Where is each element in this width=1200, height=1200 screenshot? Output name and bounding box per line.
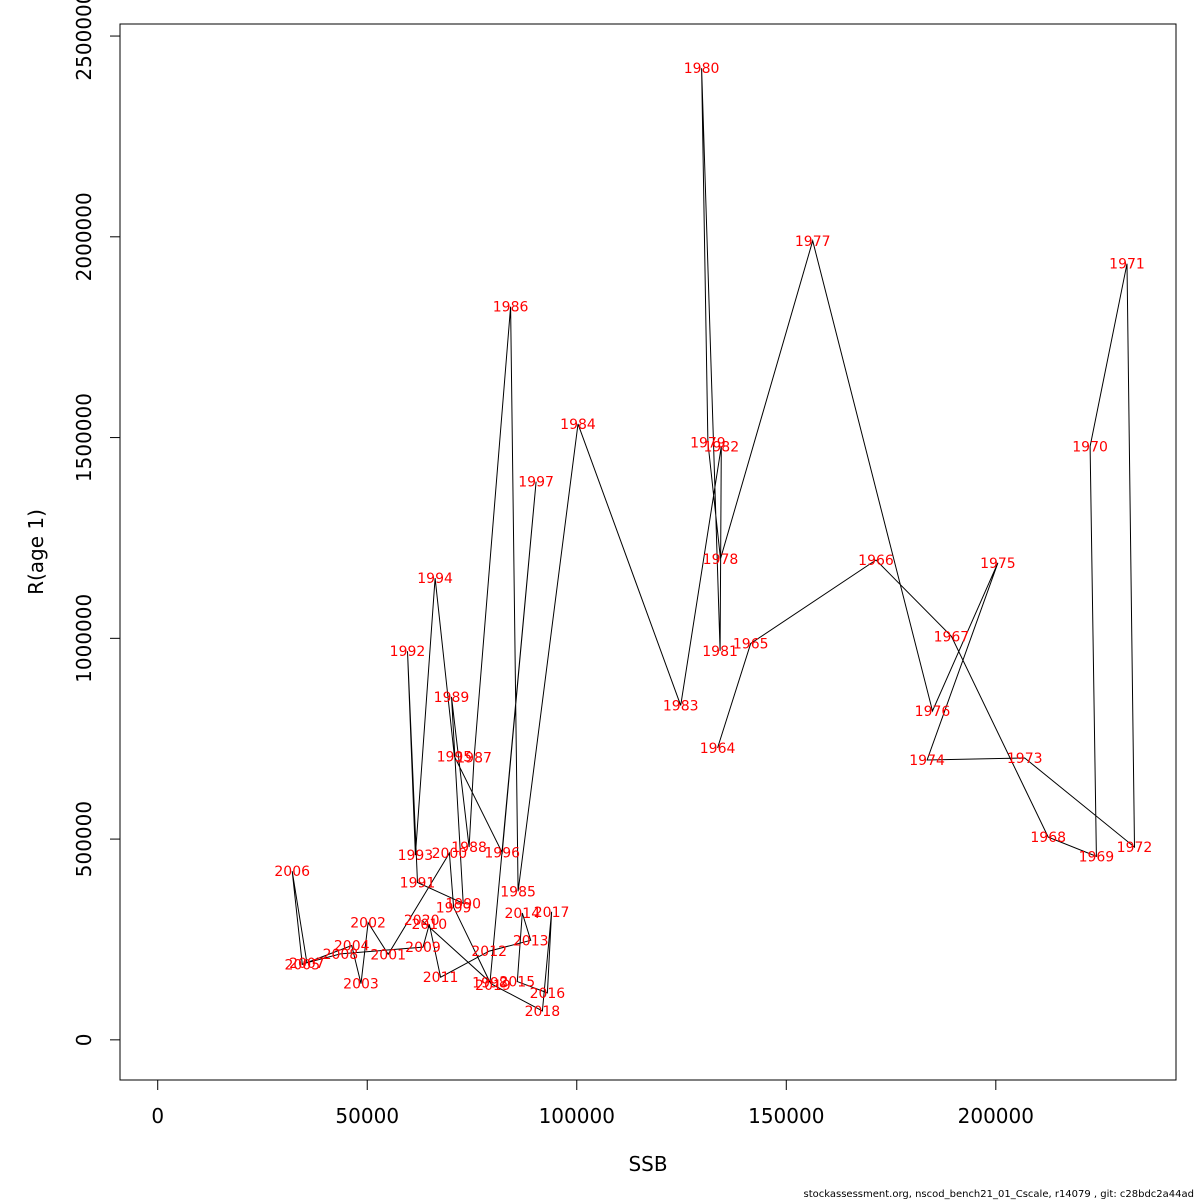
- year-label-1999: 1999: [436, 900, 472, 916]
- year-label-1986: 1986: [493, 300, 529, 316]
- year-label-1978: 1978: [703, 552, 739, 568]
- year-label-2010: 2010: [411, 917, 447, 933]
- year-label-1985: 1985: [500, 884, 536, 900]
- year-label-1977: 1977: [795, 234, 831, 250]
- year-label-1988: 1988: [451, 840, 487, 856]
- year-label-1971: 1971: [1109, 257, 1145, 273]
- year-label-2020: 2020: [404, 913, 440, 929]
- x-tick-label: 100000: [539, 1104, 615, 1128]
- year-label-1976: 1976: [915, 704, 951, 720]
- year-label-2006: 2006: [274, 864, 310, 880]
- y-axis: 0 500000 1000000 1500000 2000000 2500000: [72, 0, 121, 1046]
- year-label-2016: 2016: [530, 986, 566, 1002]
- year-label-2013: 2013: [513, 933, 549, 949]
- year-label-1980: 1980: [684, 61, 720, 77]
- x-tick-label: 0: [151, 1104, 164, 1128]
- year-label-1993: 1993: [398, 848, 434, 864]
- year-label-1990: 1990: [445, 896, 481, 912]
- year-label-1982: 1982: [703, 439, 739, 455]
- year-label-1983: 1983: [663, 698, 699, 714]
- year-label-2014: 2014: [504, 906, 540, 922]
- year-label-2011: 2011: [423, 970, 459, 986]
- year-label-2012: 2012: [471, 944, 507, 960]
- year-label-1970: 1970: [1072, 439, 1108, 455]
- year-label-1995: 1995: [437, 749, 473, 765]
- y-tick-label: 2500000: [72, 0, 96, 81]
- year-label-2018: 2018: [525, 1004, 561, 1020]
- y-tick-label: 2000000: [72, 192, 96, 281]
- year-label-1979: 1979: [690, 435, 726, 451]
- year-label-2015: 2015: [499, 975, 535, 991]
- year-label-1968: 1968: [1030, 830, 1066, 846]
- year-label-1966: 1966: [858, 553, 894, 569]
- footer-text: stockassessment.org, nscod_bench21_01_Cs…: [804, 1189, 1194, 1200]
- year-label-1991: 1991: [400, 876, 436, 892]
- year-label-1992: 1992: [390, 644, 426, 660]
- plot-frame: [119, 23, 1177, 1081]
- x-tick-label: 50000: [335, 1104, 399, 1128]
- year-label-1994: 1994: [417, 571, 453, 587]
- year-label-1974: 1974: [909, 753, 945, 769]
- year-label-2009: 2009: [405, 940, 441, 956]
- year-label-2017: 2017: [534, 905, 570, 921]
- year-label-2000: 2000: [432, 846, 468, 862]
- series-line: [291, 68, 1136, 1012]
- year-label-1967: 1967: [934, 629, 970, 645]
- x-axis: 0 50000 100000 150000 200000: [151, 1079, 1034, 1128]
- year-label-1975: 1975: [980, 556, 1016, 572]
- year-label-1998: 1998: [472, 975, 508, 991]
- year-labels: 1964 1965 1966 1967 1968 1969 1970 1971 1972 1973…: [274, 61, 1152, 1020]
- y-tick-label: 0: [72, 1033, 96, 1046]
- year-label-2005: 2005: [284, 957, 320, 973]
- y-tick-label: 500000: [72, 801, 96, 877]
- year-label-1965: 1965: [733, 637, 769, 653]
- y-tick-label: 1000000: [72, 594, 96, 683]
- year-label-1984: 1984: [560, 417, 596, 433]
- x-axis-title: SSB: [628, 1152, 667, 1176]
- year-label-2008: 2008: [323, 947, 359, 963]
- year-label-1987: 1987: [456, 751, 492, 767]
- year-label-1973: 1973: [1007, 751, 1043, 767]
- year-label-2007: 2007: [289, 956, 325, 972]
- year-label-1996: 1996: [484, 846, 520, 862]
- year-label-1969: 1969: [1079, 849, 1115, 865]
- year-label-2001: 2001: [370, 947, 406, 963]
- year-label-1997: 1997: [518, 475, 554, 491]
- year-label-2004: 2004: [334, 939, 370, 955]
- year-label-1989: 1989: [434, 690, 470, 706]
- y-tick-label: 1500000: [72, 393, 96, 482]
- year-label-2002: 2002: [350, 916, 386, 932]
- year-label-1981: 1981: [702, 644, 738, 660]
- year-label-1972: 1972: [1117, 840, 1153, 856]
- year-label-1964: 1964: [700, 741, 736, 757]
- year-label-2019: 2019: [475, 978, 511, 994]
- x-tick-label: 200000: [958, 1104, 1034, 1128]
- x-tick-label: 150000: [748, 1104, 824, 1128]
- y-axis-title: R(age 1): [24, 509, 48, 595]
- year-label-2003: 2003: [343, 977, 379, 993]
